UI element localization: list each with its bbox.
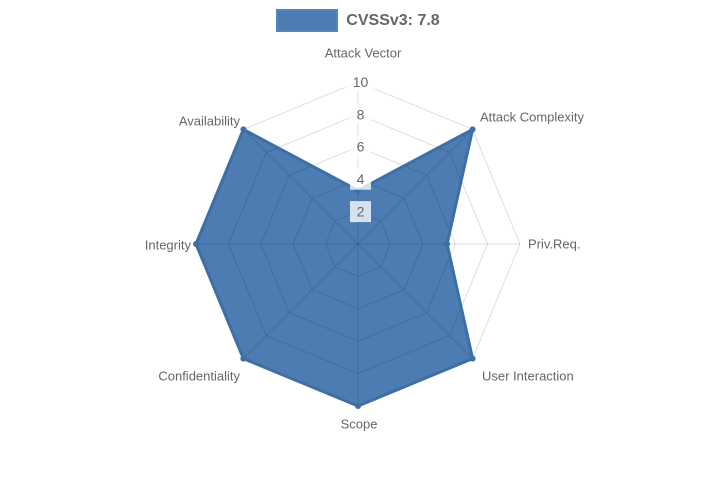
legend-label: CVSSv3: 7.8	[346, 12, 440, 29]
axis-spoke	[357, 243, 473, 359]
grid-ring	[260, 146, 456, 342]
tick-backdrop	[350, 168, 371, 190]
data-point[interactable]	[240, 126, 247, 133]
axis-spoke	[357, 129, 473, 245]
chart-legend[interactable]: CVSSv3: 7.8	[0, 9, 716, 32]
radar-data-area[interactable]	[196, 129, 473, 406]
grid-ring	[227, 113, 489, 375]
axis-label-user-interaction: User Interaction	[482, 369, 574, 384]
tick-label: 8	[357, 106, 365, 122]
grid-ring	[325, 211, 391, 277]
axis-label-integrity: Integrity	[145, 238, 192, 253]
tick-backdrop	[345, 71, 376, 93]
tick-label: 4	[357, 171, 365, 187]
tick-label: 2	[357, 204, 365, 220]
data-point[interactable]	[355, 403, 361, 409]
axis-label-attack-complexity: Attack Complexity	[480, 110, 585, 125]
tick-label: 6	[357, 139, 365, 155]
data-point[interactable]	[193, 241, 199, 247]
data-point[interactable]	[469, 126, 476, 133]
tick-label: 10	[353, 74, 369, 90]
data-point[interactable]	[444, 241, 451, 247]
data-point[interactable]	[469, 355, 476, 362]
data-point[interactable]	[240, 355, 247, 362]
tick-backdrop	[350, 136, 371, 158]
axis-label-availability: Availability	[179, 114, 241, 129]
axis-label-attack-vector: Attack Vector	[325, 46, 402, 61]
grid-ring	[292, 178, 424, 310]
axis-spoke	[243, 129, 359, 245]
tick-backdrop	[350, 201, 371, 223]
tick-backdrop	[350, 103, 371, 125]
axis-label-confidentiality: Confidentiality	[158, 369, 240, 384]
axis-label-scope: Scope	[341, 417, 378, 432]
axis-spoke	[243, 243, 359, 359]
legend-swatch	[276, 9, 339, 32]
axis-label-priv-req: Priv.Req.	[528, 237, 581, 252]
